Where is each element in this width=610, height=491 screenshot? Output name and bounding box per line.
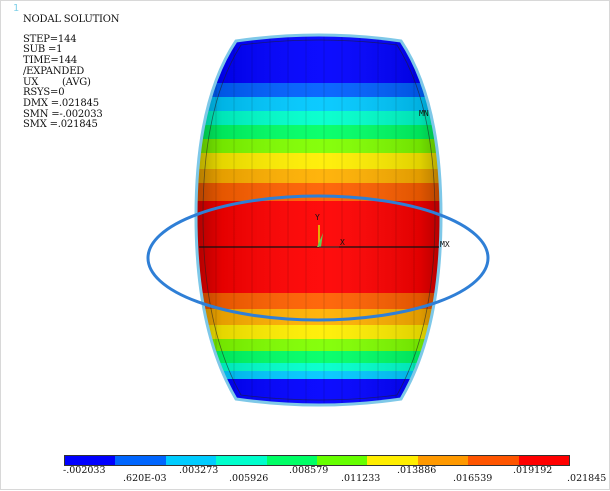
legend-label-2: .620E-03 bbox=[123, 473, 167, 484]
legend-label-10: .021845 bbox=[567, 473, 607, 484]
legend-label-8: .016539 bbox=[453, 473, 493, 484]
legend-label-1: -.002033 bbox=[63, 465, 106, 476]
highlight-ellipse bbox=[146, 194, 490, 322]
solution-title: NODAL SOLUTION bbox=[23, 14, 120, 25]
info-line-time: TIME=144 bbox=[23, 55, 78, 67]
info-line-rsys: RSYS=0 bbox=[23, 87, 65, 99]
legend-swatch-7 bbox=[367, 456, 418, 465]
info-line-step: STEP=144 bbox=[23, 33, 77, 45]
info-line-sub: SUB =1 bbox=[23, 44, 63, 56]
info-line-dmx: DMX =.021845 bbox=[23, 97, 99, 109]
legend-swatch-4 bbox=[216, 456, 267, 465]
contour-bands bbox=[196, 35, 441, 405]
max-marker: MX bbox=[440, 240, 450, 249]
legend-label-6: .011233 bbox=[341, 473, 381, 484]
legend-label-4: .005926 bbox=[229, 473, 269, 484]
legend-swatch-8 bbox=[417, 456, 469, 465]
info-line-result: UX (AVG) bbox=[23, 76, 91, 88]
triad-y-label: Y bbox=[315, 213, 320, 222]
legend-swatch-6 bbox=[317, 456, 368, 465]
legend-swatch-10 bbox=[518, 456, 570, 465]
solution-info-panel: NODAL SOLUTION STEP=144 SUB =1 TIME=144 … bbox=[23, 14, 120, 131]
info-line-expanded: /EXPANDED bbox=[23, 65, 85, 77]
info-line-smx: SMX =.021845 bbox=[23, 119, 98, 131]
coordinate-triad bbox=[317, 225, 339, 248]
triad-x-label: X bbox=[340, 238, 345, 247]
model-inner-outline bbox=[202, 39, 436, 401]
legend-swatch-5 bbox=[266, 456, 318, 465]
min-marker: MN bbox=[419, 109, 429, 118]
window-number: 1 bbox=[13, 3, 20, 14]
legend-swatch-9 bbox=[468, 456, 519, 465]
legend-label-5: .008579 bbox=[289, 465, 329, 476]
contour-legend-bar bbox=[64, 455, 570, 466]
legend-label-3: .003273 bbox=[179, 465, 219, 476]
legend-label-9: .019192 bbox=[513, 465, 553, 476]
legend-label-7: .013886 bbox=[397, 465, 437, 476]
legend-swatch-3 bbox=[165, 456, 217, 465]
legend-swatch-1 bbox=[65, 456, 116, 465]
info-line-smn: SMN =-.002033 bbox=[23, 108, 103, 120]
legend-swatch-2 bbox=[115, 456, 166, 465]
